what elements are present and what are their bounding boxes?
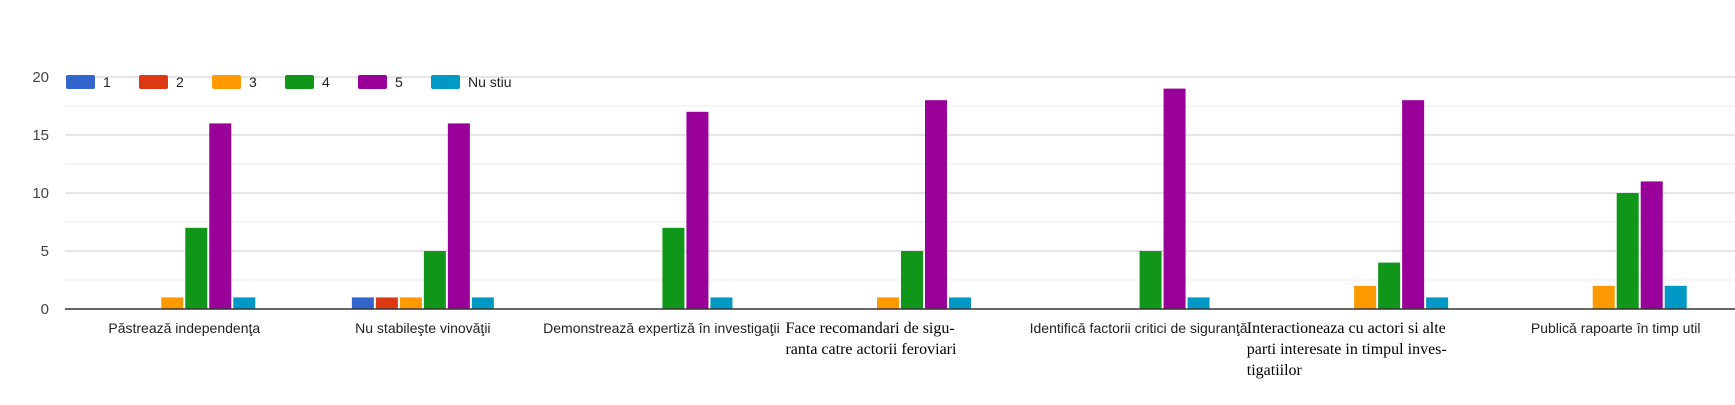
x-tick-label: Demonstrează expertiză în investigaţii: [543, 320, 780, 336]
bar[interactable]: [1139, 251, 1162, 309]
bar[interactable]: [877, 297, 899, 309]
legend-label: 2: [176, 74, 184, 90]
legend-swatch: [212, 75, 241, 89]
bar[interactable]: [1354, 285, 1377, 309]
legend-item[interactable]: 5: [358, 74, 403, 90]
bar[interactable]: [1616, 193, 1639, 309]
y-axis-ticks: 0 5 10 15 20: [32, 69, 49, 318]
bar[interactable]: [662, 227, 685, 309]
x-tick-label: ranta catre actorii feroviari: [785, 341, 957, 358]
bar[interactable]: [1640, 181, 1663, 309]
bar[interactable]: [710, 297, 733, 309]
legend-label: 3: [249, 74, 257, 90]
legend-item[interactable]: 2: [139, 74, 184, 90]
x-tick-label: parti interesate in timpul inves-: [1247, 341, 1447, 358]
legend-swatch: [139, 75, 168, 89]
x-tick-label: tigatiilor: [1247, 362, 1303, 379]
bar[interactable]: [185, 227, 208, 309]
bar[interactable]: [351, 297, 374, 309]
bar[interactable]: [1163, 88, 1186, 309]
legend-swatch: [358, 75, 387, 89]
legend-label: Nu stiu: [468, 74, 512, 90]
bar[interactable]: [1378, 262, 1401, 309]
legend[interactable]: 1 2 3 4 5 Nu stiu: [66, 74, 512, 90]
x-tick-label: Face recomandari de sigu-: [785, 320, 954, 337]
bar[interactable]: [686, 111, 709, 309]
bar[interactable]: [1187, 297, 1210, 309]
y-tick-label: 20: [32, 69, 49, 86]
bar[interactable]: [949, 297, 971, 309]
legend-item[interactable]: 4: [285, 74, 330, 90]
gridlines: [65, 76, 1735, 281]
bar[interactable]: [1592, 285, 1615, 309]
legend-swatch: [431, 75, 460, 89]
y-tick-label: 5: [41, 243, 49, 260]
x-tick-label: Interactioneaza cu actori si alte: [1247, 320, 1446, 337]
bar[interactable]: [1426, 297, 1449, 309]
bars: [161, 88, 1687, 310]
bar[interactable]: [471, 297, 494, 309]
legend-item[interactable]: 3: [212, 74, 257, 90]
legend-item[interactable]: Nu stiu: [431, 74, 512, 90]
bar[interactable]: [375, 297, 398, 309]
x-axis-labels: Păstrează independenţa Nu stabileşte vino…: [108, 320, 1700, 379]
x-tick-label: Păstrează independenţa: [108, 320, 260, 336]
bar[interactable]: [925, 100, 947, 309]
y-tick-label: 10: [32, 185, 49, 202]
y-tick-label: 0: [41, 301, 49, 318]
bar[interactable]: [423, 251, 446, 309]
legend-swatch: [285, 75, 314, 89]
legend-item[interactable]: 1: [66, 74, 111, 90]
x-tick-label: Publică rapoarte în timp util: [1531, 320, 1701, 336]
legend-label: 1: [103, 74, 111, 90]
bar[interactable]: [447, 123, 470, 310]
y-tick-label: 15: [32, 127, 49, 144]
bar[interactable]: [1664, 285, 1687, 309]
bar[interactable]: [399, 297, 422, 309]
x-tick-label: Identifică factorii critici de siguranţă: [1030, 320, 1248, 336]
legend-label: 5: [395, 74, 403, 90]
bar[interactable]: [209, 123, 232, 310]
bar[interactable]: [233, 297, 256, 309]
legend-label: 4: [322, 74, 330, 90]
bar[interactable]: [901, 251, 923, 309]
x-tick-label: Nu stabileşte vinovăţii: [355, 320, 490, 336]
bar[interactable]: [1402, 100, 1425, 309]
bar[interactable]: [161, 297, 184, 309]
legend-swatch: [66, 75, 95, 89]
